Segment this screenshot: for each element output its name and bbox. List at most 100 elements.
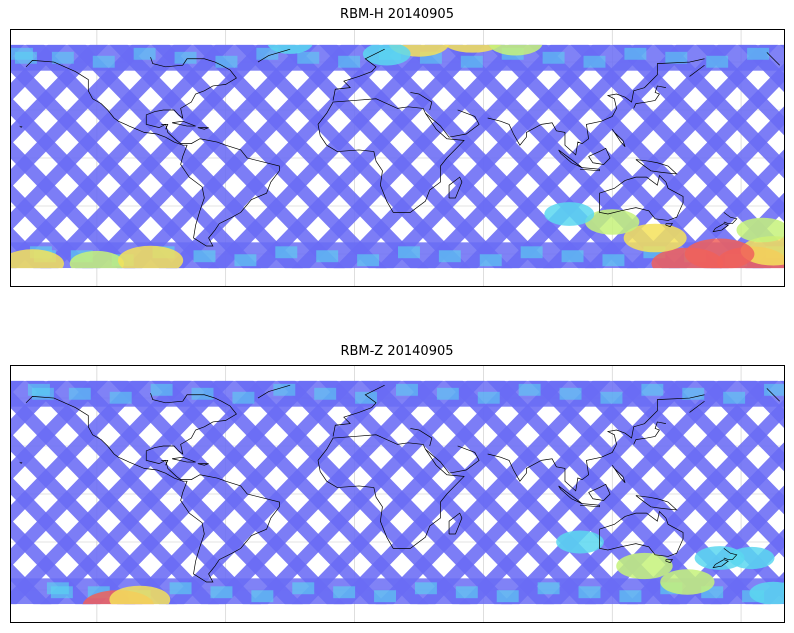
swath-sample (682, 387, 705, 400)
coastline (317, 434, 465, 549)
swath-sample (624, 47, 647, 60)
swath-sample (436, 387, 459, 400)
map-title-bottom: RBM-Z 20140905 (340, 344, 454, 359)
hotspot (684, 238, 755, 269)
swath-sample (619, 590, 642, 603)
swath-sample (665, 51, 688, 64)
swath-sample (438, 250, 461, 263)
intensity-hotspots (82, 530, 784, 605)
swath-sample (537, 582, 560, 595)
swath-sample (723, 391, 746, 404)
coastline (197, 463, 209, 466)
swath-sample (68, 387, 91, 400)
hotspot (109, 585, 171, 605)
coastline (197, 127, 209, 130)
coastline (579, 167, 600, 172)
map-panel-bottom (10, 365, 785, 623)
swath-sample (50, 586, 73, 599)
coastline (588, 147, 611, 165)
map-canvas-top (11, 30, 784, 286)
coastline (766, 52, 780, 66)
coastline (723, 212, 738, 224)
swath-sample (455, 586, 478, 599)
coastline (633, 85, 666, 109)
coastline (611, 129, 626, 148)
hotspot (736, 217, 784, 243)
swath-sample (314, 387, 337, 400)
swath-sample (542, 51, 565, 64)
swath-layer (11, 380, 784, 605)
swath-sample (87, 586, 110, 599)
swath-sample (14, 51, 37, 64)
coastline (611, 465, 626, 484)
swath-sample (273, 383, 296, 396)
swath-sample (600, 391, 623, 404)
swath-sample (496, 590, 519, 603)
coastline (665, 223, 674, 228)
swath-sample (764, 383, 784, 396)
coastline (448, 176, 463, 199)
hotspot (362, 44, 411, 66)
coastline (410, 428, 433, 447)
coastline (257, 48, 291, 63)
hotspot (694, 546, 745, 570)
coastline (599, 510, 684, 557)
hotspot (11, 249, 64, 269)
coastline (633, 421, 666, 445)
swath-sample (51, 51, 74, 64)
hotspot (69, 250, 125, 269)
swath-sample (234, 254, 257, 267)
map-title-top: RBM-H 20140905 (340, 7, 454, 22)
hotspot (544, 202, 595, 226)
map-panel-top (10, 29, 785, 287)
coastline (172, 120, 196, 127)
coastline (19, 125, 23, 128)
swath-sample (559, 387, 582, 400)
coastline (332, 384, 385, 437)
coastline (487, 394, 705, 492)
coastline (689, 400, 705, 413)
swath-sample (355, 391, 378, 404)
coastline (588, 483, 611, 501)
coastline (579, 503, 600, 508)
swath-sample (578, 586, 601, 599)
swath-sample (561, 250, 584, 263)
coastlines (19, 384, 780, 583)
swath-sample (297, 51, 320, 64)
coastline (712, 559, 729, 569)
coastline (410, 92, 433, 111)
swath-sample (419, 51, 442, 64)
coastline (425, 109, 480, 138)
coastline (25, 393, 280, 583)
swath-sample (396, 383, 418, 396)
hotspot (616, 552, 673, 580)
swath-sample (256, 47, 279, 60)
hotspot (443, 44, 502, 53)
swath-sample (251, 590, 274, 603)
swath-sample (210, 586, 233, 599)
coastline (635, 495, 678, 511)
hotspot (749, 581, 784, 605)
coastline (425, 445, 480, 474)
swath-sample (701, 586, 724, 599)
swath-sample (460, 55, 483, 68)
coastline (689, 64, 705, 77)
swath-sample (374, 590, 397, 603)
swath-sample (520, 246, 543, 259)
hotspot (556, 530, 604, 554)
swath-sample (215, 55, 238, 68)
swath-sample (31, 387, 54, 400)
hotspot (623, 223, 687, 253)
hotspot (729, 546, 775, 570)
coastline (25, 57, 280, 247)
swath-sample (232, 391, 255, 404)
coastline (723, 548, 738, 560)
swath-sample (169, 582, 192, 595)
intensity-hotspots (11, 44, 784, 269)
coastline (766, 388, 780, 402)
coastline (635, 159, 678, 175)
swath-sample (174, 51, 197, 64)
swath-sample (292, 582, 315, 595)
swath-sample (602, 254, 625, 267)
coastline (448, 512, 463, 535)
